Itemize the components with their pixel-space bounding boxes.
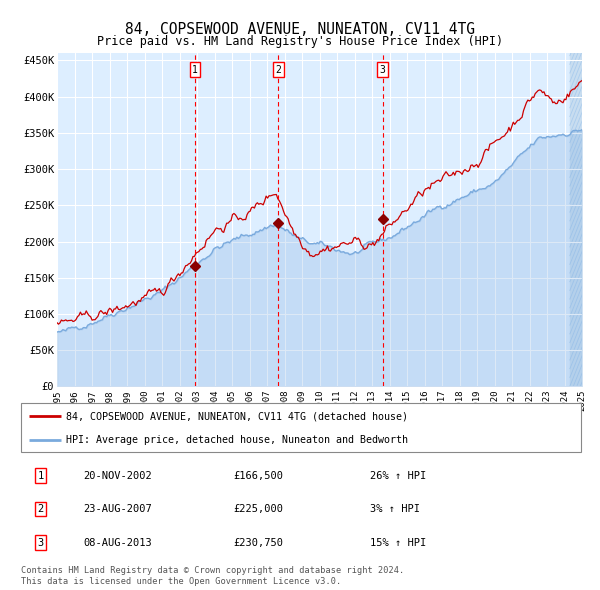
Text: 2: 2 <box>38 504 44 514</box>
Text: 1: 1 <box>192 65 198 75</box>
Text: 84, COPSEWOOD AVENUE, NUNEATON, CV11 4TG (detached house): 84, COPSEWOOD AVENUE, NUNEATON, CV11 4TG… <box>66 411 408 421</box>
Text: 3% ↑ HPI: 3% ↑ HPI <box>370 504 419 514</box>
Text: 3: 3 <box>380 65 385 75</box>
Polygon shape <box>570 53 591 386</box>
Text: 84, COPSEWOOD AVENUE, NUNEATON, CV11 4TG: 84, COPSEWOOD AVENUE, NUNEATON, CV11 4TG <box>125 22 475 37</box>
FancyBboxPatch shape <box>21 404 581 452</box>
Text: £225,000: £225,000 <box>233 504 283 514</box>
Text: Contains HM Land Registry data © Crown copyright and database right 2024.: Contains HM Land Registry data © Crown c… <box>21 566 404 575</box>
Text: 08-AUG-2013: 08-AUG-2013 <box>83 537 152 548</box>
Text: 1: 1 <box>38 471 44 481</box>
Text: HPI: Average price, detached house, Nuneaton and Bedworth: HPI: Average price, detached house, Nune… <box>66 435 408 445</box>
Text: £166,500: £166,500 <box>233 471 283 481</box>
Text: 15% ↑ HPI: 15% ↑ HPI <box>370 537 426 548</box>
Text: 26% ↑ HPI: 26% ↑ HPI <box>370 471 426 481</box>
Text: £230,750: £230,750 <box>233 537 283 548</box>
Text: 23-AUG-2007: 23-AUG-2007 <box>83 504 152 514</box>
Text: Price paid vs. HM Land Registry's House Price Index (HPI): Price paid vs. HM Land Registry's House … <box>97 35 503 48</box>
Text: 3: 3 <box>38 537 44 548</box>
Text: 2: 2 <box>275 65 281 75</box>
Text: This data is licensed under the Open Government Licence v3.0.: This data is licensed under the Open Gov… <box>21 577 341 586</box>
Text: 20-NOV-2002: 20-NOV-2002 <box>83 471 152 481</box>
